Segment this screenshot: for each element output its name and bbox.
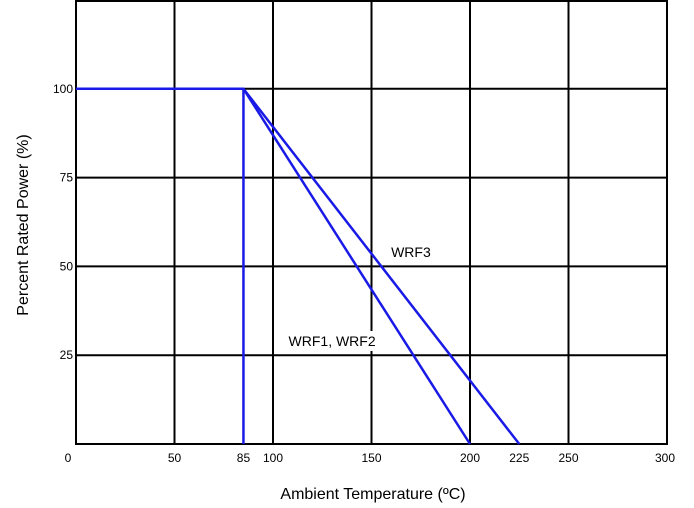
x-tick-label: 250 [558,451,578,465]
y-tick-label: 25 [60,348,74,362]
y-axis-label: Percent Rated Power (%) [15,134,32,315]
x-tick-label: 0 [65,451,72,465]
series-layer [76,87,521,445]
x-axis-label: Ambient Temperature (ºC) [280,486,465,503]
x-tick-label: 50 [168,451,182,465]
x-tick-label: 200 [460,451,480,465]
plot-border [75,0,668,445]
annotation-layer: WRF3 WRF1, WRF2 [286,242,433,351]
annotation-background [389,242,433,263]
series-line [76,87,521,445]
grid [76,0,667,444]
annotation-label: WRF3 [391,244,431,260]
y-tick-label: 50 [60,259,74,273]
ticks-layer: 0 50 85 100 150 200 225 250 300 25 50 75 100 [53,82,675,465]
annotation-label: WRF1, WRF2 [289,333,376,349]
x-tick-label: 150 [361,451,381,465]
y-tick-label: 100 [53,82,73,96]
plot-frame [75,0,668,445]
x-tick-label: 225 [509,451,529,465]
x-tick-label: 100 [263,451,283,465]
annotation-background [286,330,379,351]
x-tick-label: 300 [655,451,675,465]
y-tick-label: 75 [60,171,74,185]
x-tick-label: 85 [237,451,251,465]
